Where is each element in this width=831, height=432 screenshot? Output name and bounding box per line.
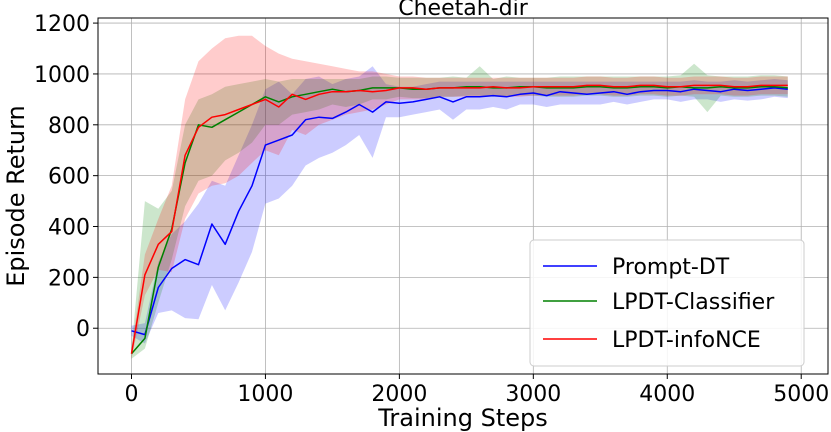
- y-tick-label: 0: [76, 317, 90, 342]
- confidence-bands: [131, 35, 788, 359]
- band-lpdt-infonce: [131, 35, 788, 359]
- legend-box: [529, 239, 805, 367]
- legend-label-lpdt-classifier: LPDT-Classifier: [612, 290, 775, 315]
- y-tick-label: 400: [48, 216, 90, 241]
- x-tick-label: 0: [124, 382, 138, 407]
- plot-frame: [97, 17, 829, 375]
- grid: [98, 18, 828, 374]
- y-tick-label: 200: [48, 266, 90, 291]
- x-axis-label: Training Steps: [377, 404, 547, 432]
- line-lpdt-infonce: [130, 84, 788, 354]
- ticks: 0 1000 2000 3000 4000 5000 0 200 400 600 800 1000 12…: [34, 12, 829, 407]
- y-tick-label: 1200: [34, 12, 90, 37]
- x-tick-label: 3000: [505, 382, 561, 407]
- legend-label-prompt-dt: Prompt-DT: [612, 255, 730, 280]
- y-axis-label: Episode Return: [2, 105, 30, 287]
- band-lpdt-classifier: [131, 63, 788, 359]
- legend: Prompt-DT LPDT-Classifier LPDT-infoNCE: [529, 239, 805, 367]
- band-prompt-dt: [131, 66, 788, 344]
- line-prompt-dt: [131, 87, 788, 336]
- x-tick-label: 4000: [639, 382, 695, 407]
- y-tick-label: 1000: [34, 63, 90, 88]
- y-tick-label: 800: [48, 114, 90, 139]
- series-lines: [130, 84, 788, 355]
- x-tick-label: 5000: [773, 382, 829, 407]
- x-tick-label: 1000: [237, 382, 293, 407]
- chart-title: Cheetah-dir: [398, 0, 528, 21]
- y-tick-label: 600: [48, 165, 90, 190]
- x-tick-label: 2000: [371, 382, 427, 407]
- legend-label-lpdt-infonce: LPDT-infoNCE: [612, 328, 761, 353]
